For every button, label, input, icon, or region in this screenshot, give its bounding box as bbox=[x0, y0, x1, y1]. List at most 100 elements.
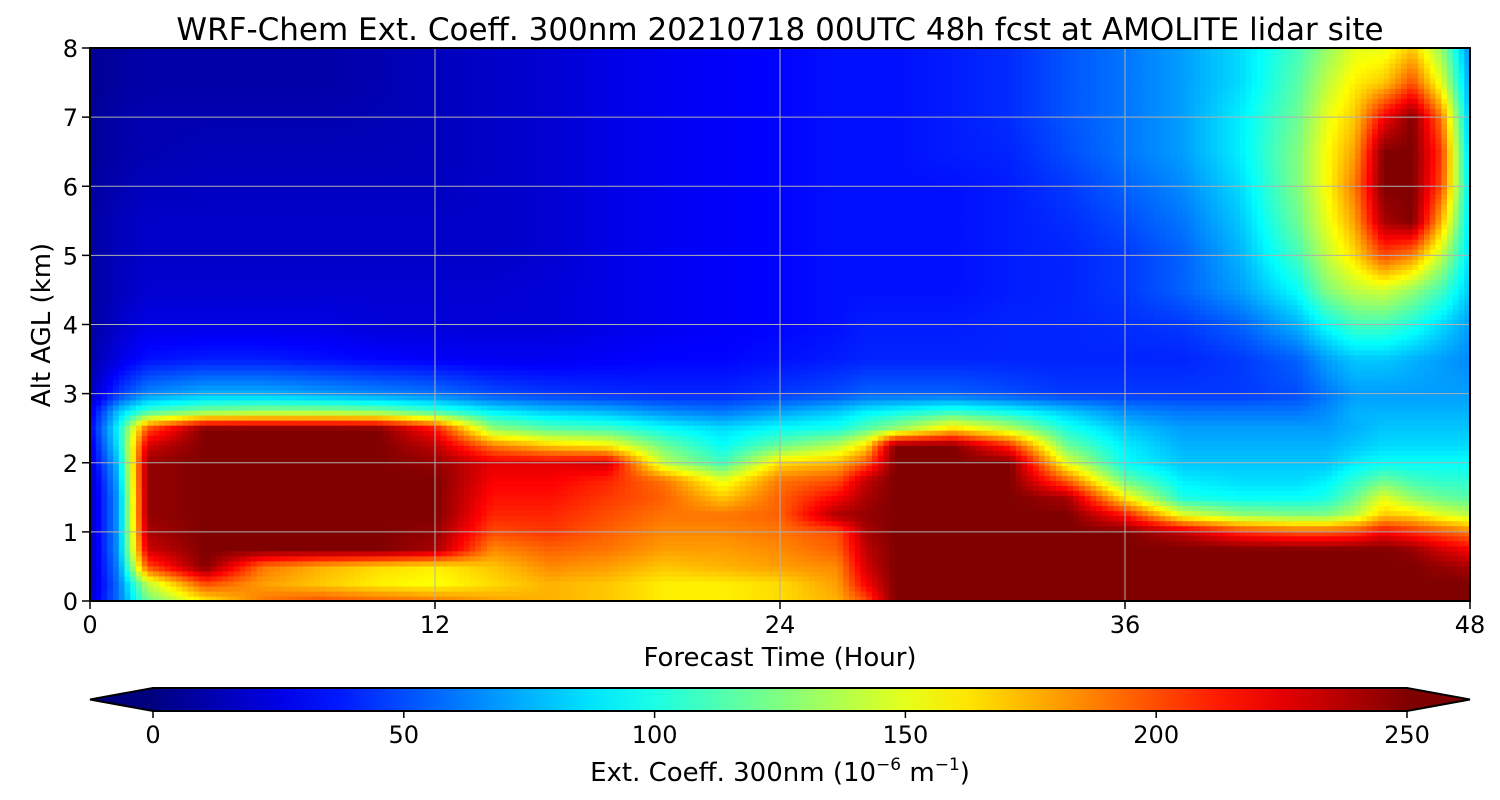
heatmap-cell bbox=[987, 581, 993, 587]
heatmap-cell bbox=[125, 546, 131, 552]
heatmap-cell bbox=[303, 536, 309, 542]
heatmap-cell bbox=[1125, 546, 1131, 552]
heatmap-cell bbox=[1269, 576, 1275, 582]
heatmap-cell bbox=[142, 571, 148, 577]
heatmap-cell bbox=[1217, 505, 1223, 511]
heatmap-cell bbox=[838, 511, 844, 517]
heatmap-cell bbox=[1344, 536, 1350, 542]
heatmap-cell bbox=[1039, 566, 1045, 572]
heatmap-cell bbox=[521, 581, 527, 587]
heatmap-cell bbox=[378, 500, 384, 506]
heatmap-cell bbox=[274, 495, 280, 501]
heatmap-cell bbox=[544, 576, 550, 582]
heatmap-cell bbox=[107, 536, 113, 542]
heatmap-cell bbox=[222, 546, 228, 552]
heatmap-cell bbox=[964, 495, 970, 501]
heatmap-cell bbox=[1022, 556, 1028, 562]
heatmap-cell bbox=[734, 511, 740, 517]
heatmap-cell bbox=[1102, 541, 1108, 547]
heatmap-cell bbox=[849, 505, 855, 511]
heatmap-cell bbox=[1177, 495, 1183, 501]
heatmap-cell bbox=[130, 511, 136, 517]
heatmap-cell bbox=[717, 586, 723, 592]
heatmap-cell bbox=[326, 576, 332, 582]
heatmap-cell bbox=[245, 526, 251, 532]
heatmap-cell bbox=[102, 500, 108, 506]
heatmap-cell bbox=[199, 561, 205, 567]
heatmap-cell bbox=[406, 495, 412, 501]
heatmap-cell bbox=[1459, 511, 1465, 517]
heatmap-cell bbox=[113, 536, 119, 542]
heatmap-cell bbox=[1252, 586, 1258, 592]
heatmap-cell bbox=[1315, 516, 1321, 522]
heatmap-cell bbox=[475, 551, 481, 557]
heatmap-cell bbox=[1073, 566, 1079, 572]
heatmap-cell bbox=[619, 516, 625, 522]
heatmap-cell bbox=[1096, 566, 1102, 572]
heatmap-cell bbox=[1321, 571, 1327, 577]
heatmap-cell bbox=[809, 500, 815, 506]
heatmap-cell bbox=[981, 511, 987, 517]
heatmap-cell bbox=[1004, 526, 1010, 532]
heatmap-cell bbox=[671, 551, 677, 557]
heatmap-cell bbox=[211, 581, 217, 587]
heatmap-cell bbox=[815, 581, 821, 587]
heatmap-cell bbox=[895, 526, 901, 532]
heatmap-cell bbox=[912, 536, 918, 542]
heatmap-cell bbox=[153, 581, 159, 587]
heatmap-cell bbox=[1045, 551, 1051, 557]
heatmap-cell bbox=[544, 551, 550, 557]
heatmap-cell bbox=[1355, 516, 1361, 522]
heatmap-cell bbox=[1275, 536, 1281, 542]
heatmap-cell bbox=[1056, 586, 1062, 592]
heatmap-cell bbox=[987, 586, 993, 592]
heatmap-cell bbox=[1367, 505, 1373, 511]
heatmap-cell bbox=[1027, 541, 1033, 547]
heatmap-cell bbox=[527, 591, 533, 597]
heatmap-cell bbox=[113, 521, 119, 527]
heatmap-cell bbox=[475, 571, 481, 577]
heatmap-cell bbox=[809, 576, 815, 582]
heatmap-cell bbox=[1367, 561, 1373, 567]
heatmap-cell bbox=[1447, 546, 1453, 552]
heatmap-cell bbox=[176, 551, 182, 557]
heatmap-cell bbox=[1418, 546, 1424, 552]
heatmap-cell bbox=[682, 505, 688, 511]
heatmap-cell bbox=[1395, 536, 1401, 542]
heatmap-cell bbox=[504, 521, 510, 527]
heatmap-cell bbox=[631, 500, 637, 506]
heatmap-cell bbox=[792, 521, 798, 527]
heatmap-cell bbox=[1401, 581, 1407, 587]
heatmap-cell bbox=[1033, 500, 1039, 506]
heatmap-cell bbox=[539, 505, 545, 511]
heatmap-cell bbox=[619, 541, 625, 547]
heatmap-cell bbox=[188, 546, 194, 552]
heatmap-cell bbox=[182, 526, 188, 532]
heatmap-cell bbox=[895, 591, 901, 597]
heatmap-cell bbox=[291, 581, 297, 587]
heatmap-cell bbox=[1252, 541, 1258, 547]
heatmap-cell bbox=[1309, 576, 1315, 582]
heatmap-cell bbox=[562, 566, 568, 572]
heatmap-cell bbox=[1436, 581, 1442, 587]
heatmap-cell bbox=[1073, 536, 1079, 542]
heatmap-cell bbox=[1188, 566, 1194, 572]
heatmap-cell bbox=[602, 526, 608, 532]
heatmap-cell bbox=[567, 586, 573, 592]
heatmap-cell bbox=[332, 541, 338, 547]
heatmap-cell bbox=[297, 586, 303, 592]
heatmap-cell bbox=[240, 566, 246, 572]
heatmap-cell bbox=[1372, 591, 1378, 597]
heatmap-cell bbox=[1022, 500, 1028, 506]
heatmap-cell bbox=[435, 546, 441, 552]
heatmap-cell bbox=[153, 541, 159, 547]
heatmap-cell bbox=[550, 566, 556, 572]
heatmap-cell bbox=[935, 505, 941, 511]
heatmap-cell bbox=[475, 581, 481, 587]
heatmap-cell bbox=[999, 556, 1005, 562]
heatmap-cell bbox=[964, 571, 970, 577]
heatmap-cell bbox=[107, 581, 113, 587]
heatmap-cell bbox=[654, 571, 660, 577]
heatmap-cell bbox=[1016, 546, 1022, 552]
heatmap-cell bbox=[700, 591, 706, 597]
